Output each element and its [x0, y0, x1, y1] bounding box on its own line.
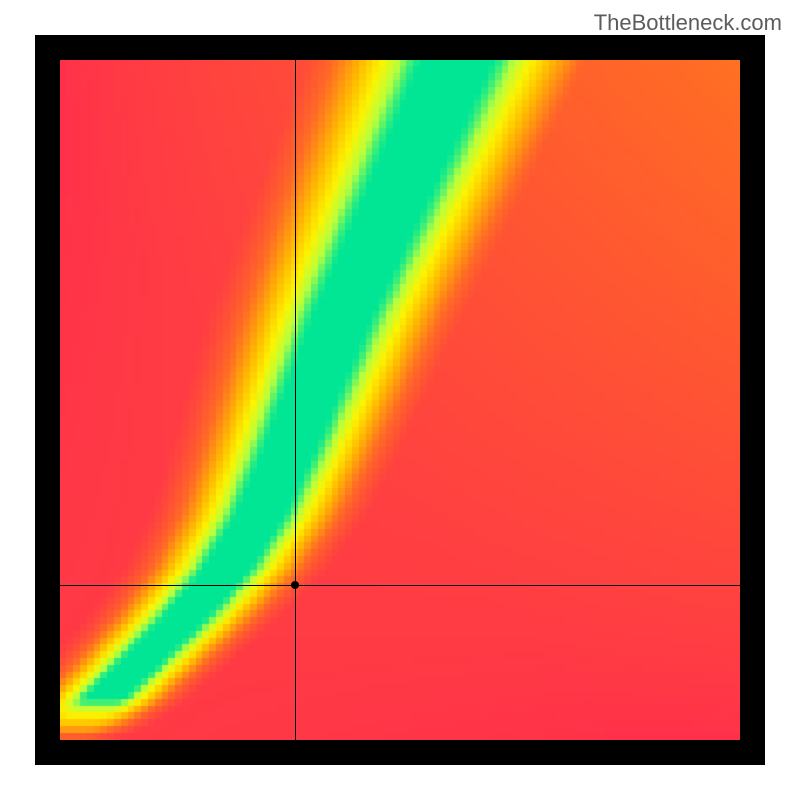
- crosshair-marker: [291, 581, 299, 589]
- plot-frame: [35, 35, 765, 765]
- crosshair-horizontal: [60, 585, 740, 586]
- crosshair-vertical: [295, 60, 296, 740]
- heatmap-canvas: [60, 60, 740, 740]
- watermark-text: TheBottleneck.com: [594, 10, 782, 36]
